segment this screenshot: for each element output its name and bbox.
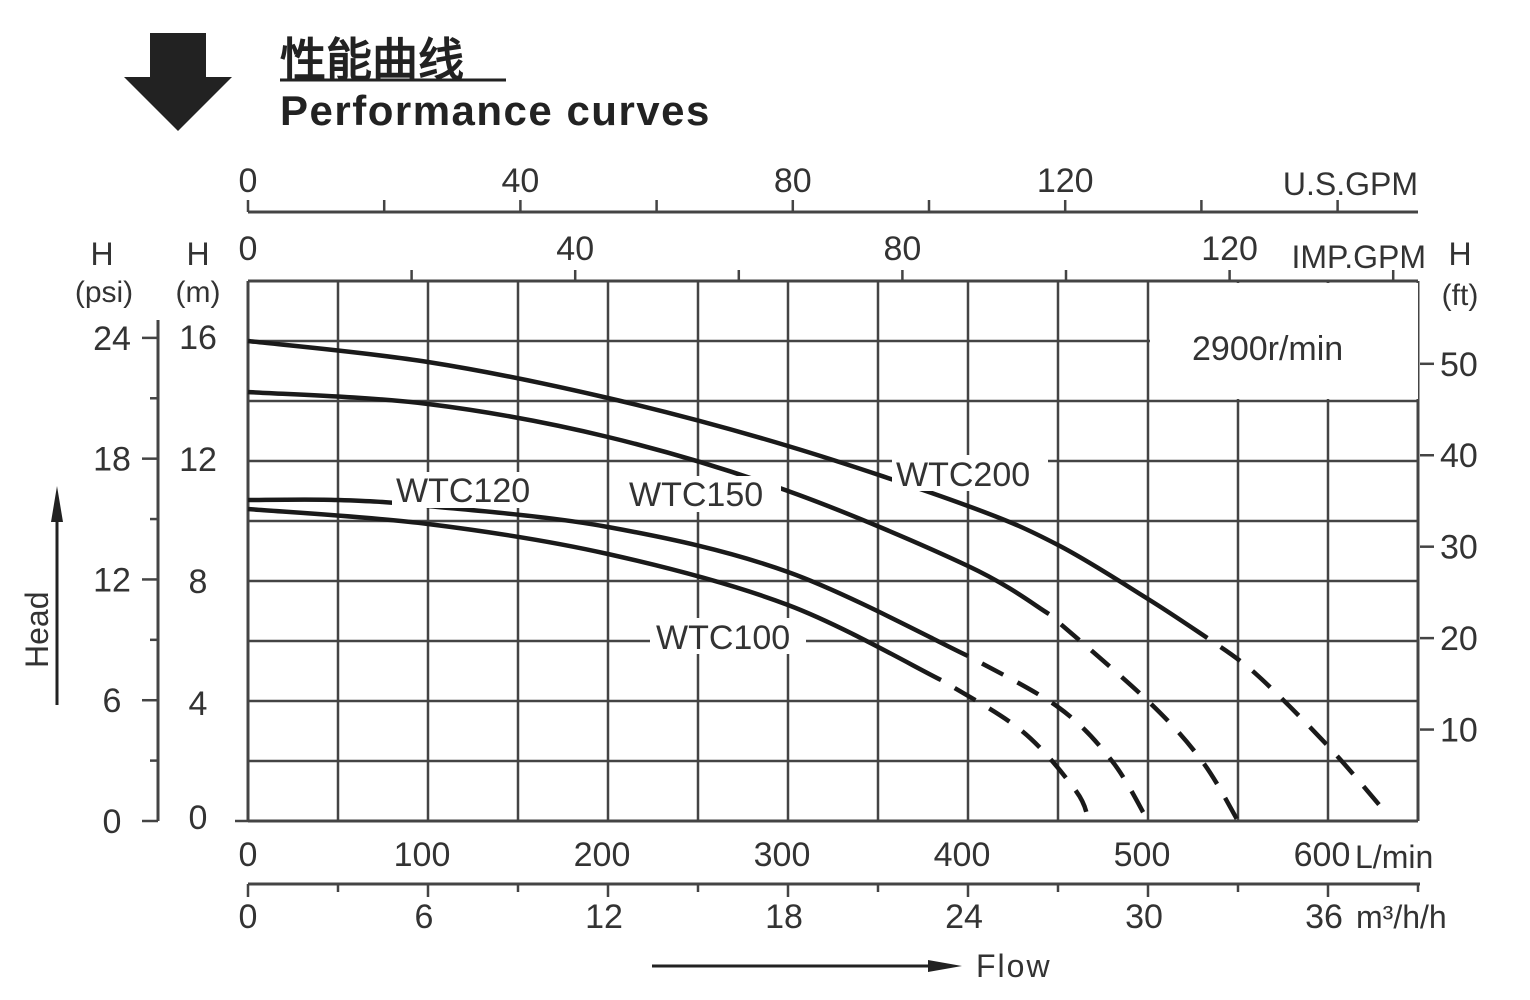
speed-label-bg	[1150, 283, 1418, 399]
tick-label-m3h: 24	[945, 898, 983, 936]
tick-label-impgpm: 120	[1201, 230, 1258, 268]
series-label-wtc150: WTC150	[629, 476, 763, 514]
curve-wtc120-dashed	[966, 654, 1150, 823]
axis-title-ft: H	[1448, 236, 1471, 272]
tick-label-lmin: 200	[574, 836, 631, 874]
tick-label-ft: 50	[1440, 346, 1478, 384]
down-arrow-icon	[124, 33, 232, 131]
title-en: Performance curves	[280, 87, 711, 134]
axis-unit-ft: (ft)	[1442, 279, 1479, 312]
tick-label-m: 8	[189, 563, 208, 601]
tick-label-psi: 24	[93, 320, 131, 358]
unit-lmin: L/min	[1355, 839, 1433, 875]
tick-label-lmin: 0	[239, 836, 258, 874]
series-label-wtc100: WTC100	[656, 619, 790, 657]
tick-label-psi: 6	[103, 682, 122, 720]
curve-wtc100-dashed	[939, 678, 1091, 822]
curve-wtc200-dashed	[1206, 636, 1382, 808]
tick-label-lmin: 300	[754, 836, 811, 874]
title-cn: 性能曲线	[280, 33, 464, 87]
tick-label-lmin: 500	[1114, 836, 1171, 874]
tick-label-m: 16	[179, 319, 217, 357]
axis-unit-m: (m)	[176, 276, 221, 309]
tick-label-m3h: 36	[1305, 898, 1343, 936]
unit-usgpm: U.S.GPM	[1283, 166, 1418, 202]
tick-label-impgpm: 0	[239, 230, 258, 268]
up-arrow-icon	[51, 486, 63, 522]
tick-label-m3h: 18	[765, 898, 803, 936]
unit-m3h: m³/h/h	[1356, 899, 1447, 935]
curve-wtc120-solid	[247, 497, 969, 659]
tick-label-usgpm: 40	[501, 162, 539, 200]
series-label-wtc200: WTC200	[896, 456, 1030, 494]
ylabel: Head	[19, 592, 55, 669]
head-axis-label: Head	[19, 486, 63, 705]
curves	[247, 338, 1382, 823]
tick-label-lmin: 400	[934, 836, 991, 874]
tick-label-m: 12	[179, 441, 217, 479]
tick-label-lmin: 100	[394, 836, 451, 874]
tick-label-ft: 20	[1440, 620, 1478, 658]
tick-label-impgpm: 40	[556, 230, 594, 268]
tick-label-ft: 10	[1440, 712, 1478, 750]
tick-label-ft: 40	[1440, 437, 1478, 475]
tick-label-psi: 12	[93, 561, 131, 599]
curve-wtc100-solid	[247, 506, 942, 683]
unit-impgpm: IMP.GPM	[1291, 239, 1426, 275]
tick-label-m3h: 6	[415, 898, 434, 936]
curve-wtc150-solid	[247, 389, 1051, 616]
series-label-wtc120: WTC120	[396, 472, 530, 510]
flow-axis-label: Flow	[652, 948, 1052, 984]
tick-label-ft: 30	[1440, 529, 1478, 567]
tick-label-m: 0	[189, 799, 208, 837]
speed-label: 2900r/min	[1192, 330, 1343, 368]
xlabel: Flow	[976, 948, 1052, 984]
tick-label-psi: 0	[103, 803, 122, 841]
tick-label-usgpm: 120	[1037, 162, 1094, 200]
tick-label-m3h: 30	[1125, 898, 1163, 936]
tick-label-m: 4	[189, 685, 208, 723]
axis-title-m: H	[186, 236, 209, 272]
tick-label-usgpm: 80	[774, 162, 812, 200]
tick-label-psi: 18	[93, 441, 131, 479]
axis-unit-psi: (psi)	[75, 276, 133, 309]
curve-wtc200-solid	[247, 338, 1209, 640]
axis-title-psi: H	[90, 236, 113, 272]
tick-label-m3h: 12	[585, 898, 623, 936]
tick-label-lmin: 600	[1294, 836, 1351, 874]
tick-label-impgpm: 80	[883, 230, 921, 268]
tick-label-m3h: 0	[239, 898, 258, 936]
right-arrow-icon	[928, 960, 962, 972]
tick-label-usgpm: 0	[239, 162, 258, 200]
